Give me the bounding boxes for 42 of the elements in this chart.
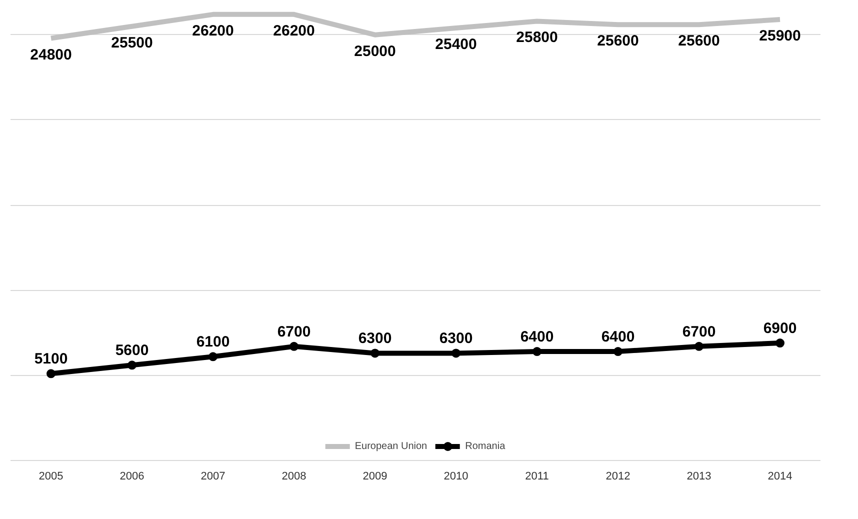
data-label: 6300 <box>358 330 392 348</box>
data-label: 26200 <box>192 22 234 40</box>
point <box>452 348 460 358</box>
point <box>532 347 542 356</box>
x-tick-label: 2014 <box>768 470 792 482</box>
data-label: 6900 <box>763 320 797 338</box>
data-label: 25000 <box>354 42 396 60</box>
data-label: 6400 <box>601 328 635 346</box>
data-label: 5100 <box>34 350 68 368</box>
point <box>370 348 380 358</box>
point <box>614 347 622 356</box>
legend-label: European Union <box>354 440 428 452</box>
x-tick-label: 2013 <box>686 470 712 482</box>
data-label: 25900 <box>759 28 801 45</box>
x-tick-label: 2008 <box>282 470 306 482</box>
data-label: 25600 <box>678 32 720 50</box>
point <box>776 338 784 348</box>
data-label: 26200 <box>273 22 315 40</box>
x-tick-label: 2009 <box>362 470 388 482</box>
data-label: 25400 <box>435 36 477 54</box>
data-label: 6100 <box>196 334 230 351</box>
point <box>694 342 704 351</box>
data-label: 6400 <box>520 328 554 346</box>
x-tick-label: 2010 <box>444 470 468 482</box>
point <box>128 360 136 370</box>
point <box>290 342 298 351</box>
x-tick-label: 2005 <box>38 470 64 482</box>
data-label: 25500 <box>111 34 153 52</box>
data-label: 25800 <box>516 29 558 46</box>
data-label: 6700 <box>277 323 311 340</box>
data-label: 6300 <box>439 330 473 348</box>
x-tick-label: 2012 <box>606 470 630 482</box>
point <box>208 352 218 362</box>
point <box>46 369 56 378</box>
legend-label: Romania <box>465 440 506 452</box>
data-label: 5600 <box>115 342 149 360</box>
x-tick-label: 2011 <box>525 470 549 482</box>
x-tick-label: 2006 <box>120 470 144 482</box>
x-tick-label: 2007 <box>200 470 226 482</box>
data-label: 25600 <box>597 32 639 50</box>
data-label: 6700 <box>682 323 716 340</box>
data-label: 24800 <box>30 46 72 64</box>
